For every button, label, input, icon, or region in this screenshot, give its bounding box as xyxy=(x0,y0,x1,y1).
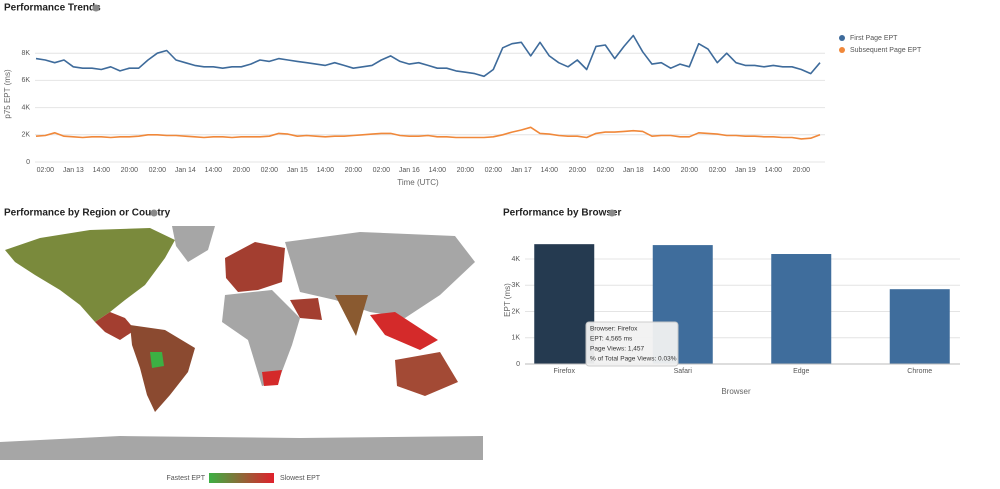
x-tick-label: 20:00 xyxy=(457,167,475,174)
x-tick-label: 14:00 xyxy=(653,167,671,174)
region xyxy=(285,232,475,318)
x-tick-label: 14:00 xyxy=(93,167,111,174)
chart-title: Performance by Browser xyxy=(503,208,621,219)
bar xyxy=(771,254,832,364)
legend-gradient xyxy=(209,473,274,483)
x-tick-label: 14:00 xyxy=(205,167,223,174)
chart-title: Performance Trends xyxy=(4,3,101,14)
y-tick-label: 1K xyxy=(511,335,520,342)
y-tick-label: 6K xyxy=(21,77,30,84)
region[interactable] xyxy=(130,325,195,412)
legend-high: Slowest EPT xyxy=(280,475,321,482)
x-tick-label: Jan 19 xyxy=(735,167,756,174)
y-tick-label: 0 xyxy=(26,159,30,166)
x-tick-label: Firefox xyxy=(554,368,576,375)
x-tick-label: Jan 15 xyxy=(287,167,308,174)
x-tick-label: 20:00 xyxy=(121,167,139,174)
region[interactable] xyxy=(395,352,458,396)
x-axis-label: Time (UTC) xyxy=(397,178,439,187)
y-tick-label: 8K xyxy=(21,50,30,57)
y-tick-label: 2K xyxy=(511,308,520,315)
series-line xyxy=(35,34,821,78)
y-tick-label: 3K xyxy=(511,282,520,289)
bar xyxy=(534,244,595,364)
y-tick-label: 2K xyxy=(21,132,30,139)
tooltip-line: % of Total Page Views: 0.03% xyxy=(590,356,677,363)
region[interactable] xyxy=(150,352,164,368)
x-tick-label: 02:00 xyxy=(37,167,55,174)
y-tick-label: 4K xyxy=(511,256,520,263)
x-tick-label: Jan 16 xyxy=(399,167,420,174)
x-tick-label: Edge xyxy=(793,368,809,375)
info-icon[interactable] xyxy=(150,209,158,217)
region[interactable] xyxy=(225,242,285,292)
x-tick-label: 20:00 xyxy=(233,167,251,174)
x-tick-label: Jan 18 xyxy=(623,167,644,174)
region[interactable] xyxy=(290,298,322,320)
region[interactable] xyxy=(262,370,282,386)
x-tick-label: 14:00 xyxy=(317,167,335,174)
region xyxy=(172,226,215,262)
legend-low: Fastest EPT xyxy=(166,475,205,482)
x-tick-label: 20:00 xyxy=(569,167,587,174)
tooltip-line: Page Views: 1,457 xyxy=(590,346,644,353)
x-tick-label: 02:00 xyxy=(373,167,391,174)
x-tick-label: 14:00 xyxy=(765,167,783,174)
region xyxy=(222,290,300,386)
legend-swatch xyxy=(839,47,845,53)
x-tick-label: 14:00 xyxy=(541,167,559,174)
x-tick-label: 02:00 xyxy=(261,167,279,174)
series-line xyxy=(35,126,821,140)
legend-label: First Page EPT xyxy=(850,35,898,42)
y-axis-label: p75 EPT (ms) xyxy=(3,69,12,119)
region[interactable] xyxy=(95,312,135,340)
region[interactable] xyxy=(5,228,175,322)
y-axis-label: EPT (ms) xyxy=(503,283,512,317)
tooltip-line: Browser: Firefox xyxy=(590,326,638,333)
world-map xyxy=(0,226,483,460)
legend-label: Subsequent Page EPT xyxy=(850,47,922,54)
bar xyxy=(889,289,950,364)
x-tick-label: Jan 14 xyxy=(175,167,196,174)
x-tick-label: 20:00 xyxy=(345,167,363,174)
y-tick-label: 0 xyxy=(516,361,520,368)
map-title: Performance by Region or Country xyxy=(4,208,171,219)
x-tick-label: Chrome xyxy=(907,368,932,375)
region[interactable] xyxy=(335,295,368,336)
x-tick-label: Jan 13 xyxy=(63,167,84,174)
y-tick-label: 4K xyxy=(21,104,30,111)
x-tick-label: 02:00 xyxy=(149,167,167,174)
x-tick-label: 14:00 xyxy=(429,167,447,174)
tooltip: Browser: Firefox EPT: 4,565 ms Page Views:… xyxy=(585,321,679,367)
region xyxy=(0,436,483,460)
x-tick-label: 20:00 xyxy=(793,167,811,174)
x-tick-label: 02:00 xyxy=(597,167,615,174)
x-tick-label: Safari xyxy=(674,368,693,375)
region[interactable] xyxy=(370,312,438,350)
x-tick-label: 20:00 xyxy=(681,167,699,174)
info-icon[interactable] xyxy=(92,4,100,12)
x-tick-label: Jan 17 xyxy=(511,167,532,174)
x-tick-label: 02:00 xyxy=(709,167,727,174)
legend-swatch xyxy=(839,35,845,41)
tooltip-line: EPT: 4,565 ms xyxy=(590,336,633,343)
x-axis-label: Browser xyxy=(721,387,751,396)
info-icon[interactable] xyxy=(608,209,616,217)
tooltip-box xyxy=(585,321,679,367)
x-tick-label: 02:00 xyxy=(485,167,503,174)
